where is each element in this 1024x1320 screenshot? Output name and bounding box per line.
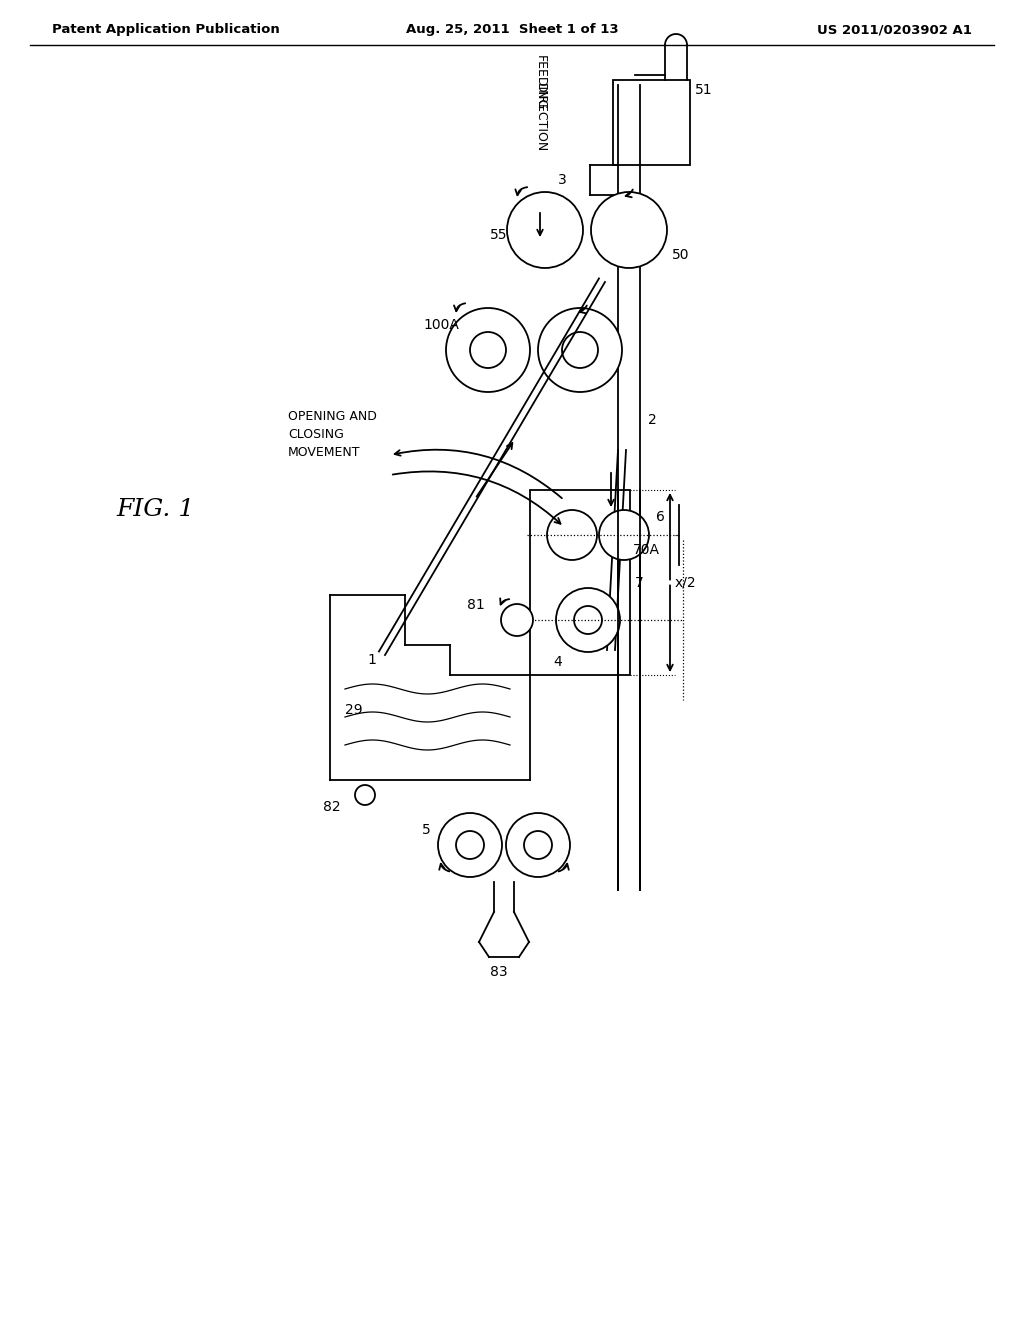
Circle shape [524,832,552,859]
Text: FIG. 1: FIG. 1 [116,499,195,521]
Bar [530,490,630,675]
Circle shape [446,308,530,392]
Text: 4: 4 [553,655,562,669]
Text: OPENING AND: OPENING AND [288,411,377,424]
Text: 55: 55 [490,228,508,242]
Text: DIRECTION: DIRECTION [534,83,547,152]
Circle shape [599,510,649,560]
Circle shape [470,333,506,368]
Text: 3: 3 [558,173,566,187]
Text: 1: 1 [367,653,376,667]
Circle shape [547,510,597,560]
Text: 2: 2 [648,413,656,426]
Circle shape [506,813,570,876]
Bar [613,81,690,165]
Circle shape [507,191,583,268]
Text: MOVEMENT: MOVEMENT [288,446,360,459]
Text: 6: 6 [656,510,665,524]
Text: 83: 83 [490,965,508,979]
Text: 100A: 100A [423,318,459,333]
Text: 82: 82 [323,800,341,814]
Circle shape [355,785,375,805]
Text: 29: 29 [345,704,362,717]
Circle shape [562,333,598,368]
Circle shape [591,191,667,268]
Circle shape [556,587,620,652]
Circle shape [501,605,534,636]
Text: 51: 51 [695,83,713,96]
Text: Aug. 25, 2011  Sheet 1 of 13: Aug. 25, 2011 Sheet 1 of 13 [406,24,618,37]
Text: 50: 50 [672,248,689,261]
Text: US 2011/0203902 A1: US 2011/0203902 A1 [817,24,972,37]
Text: x/2: x/2 [675,576,696,590]
Text: 81: 81 [467,598,484,612]
Circle shape [538,308,622,392]
Circle shape [574,606,602,634]
Text: 7: 7 [635,576,644,590]
Text: 5: 5 [422,822,431,837]
Text: 70A: 70A [633,543,660,557]
Circle shape [438,813,502,876]
Circle shape [456,832,484,859]
Text: Patent Application Publication: Patent Application Publication [52,24,280,37]
Text: CLOSING: CLOSING [288,429,344,441]
Text: FEEDING: FEEDING [534,54,547,110]
